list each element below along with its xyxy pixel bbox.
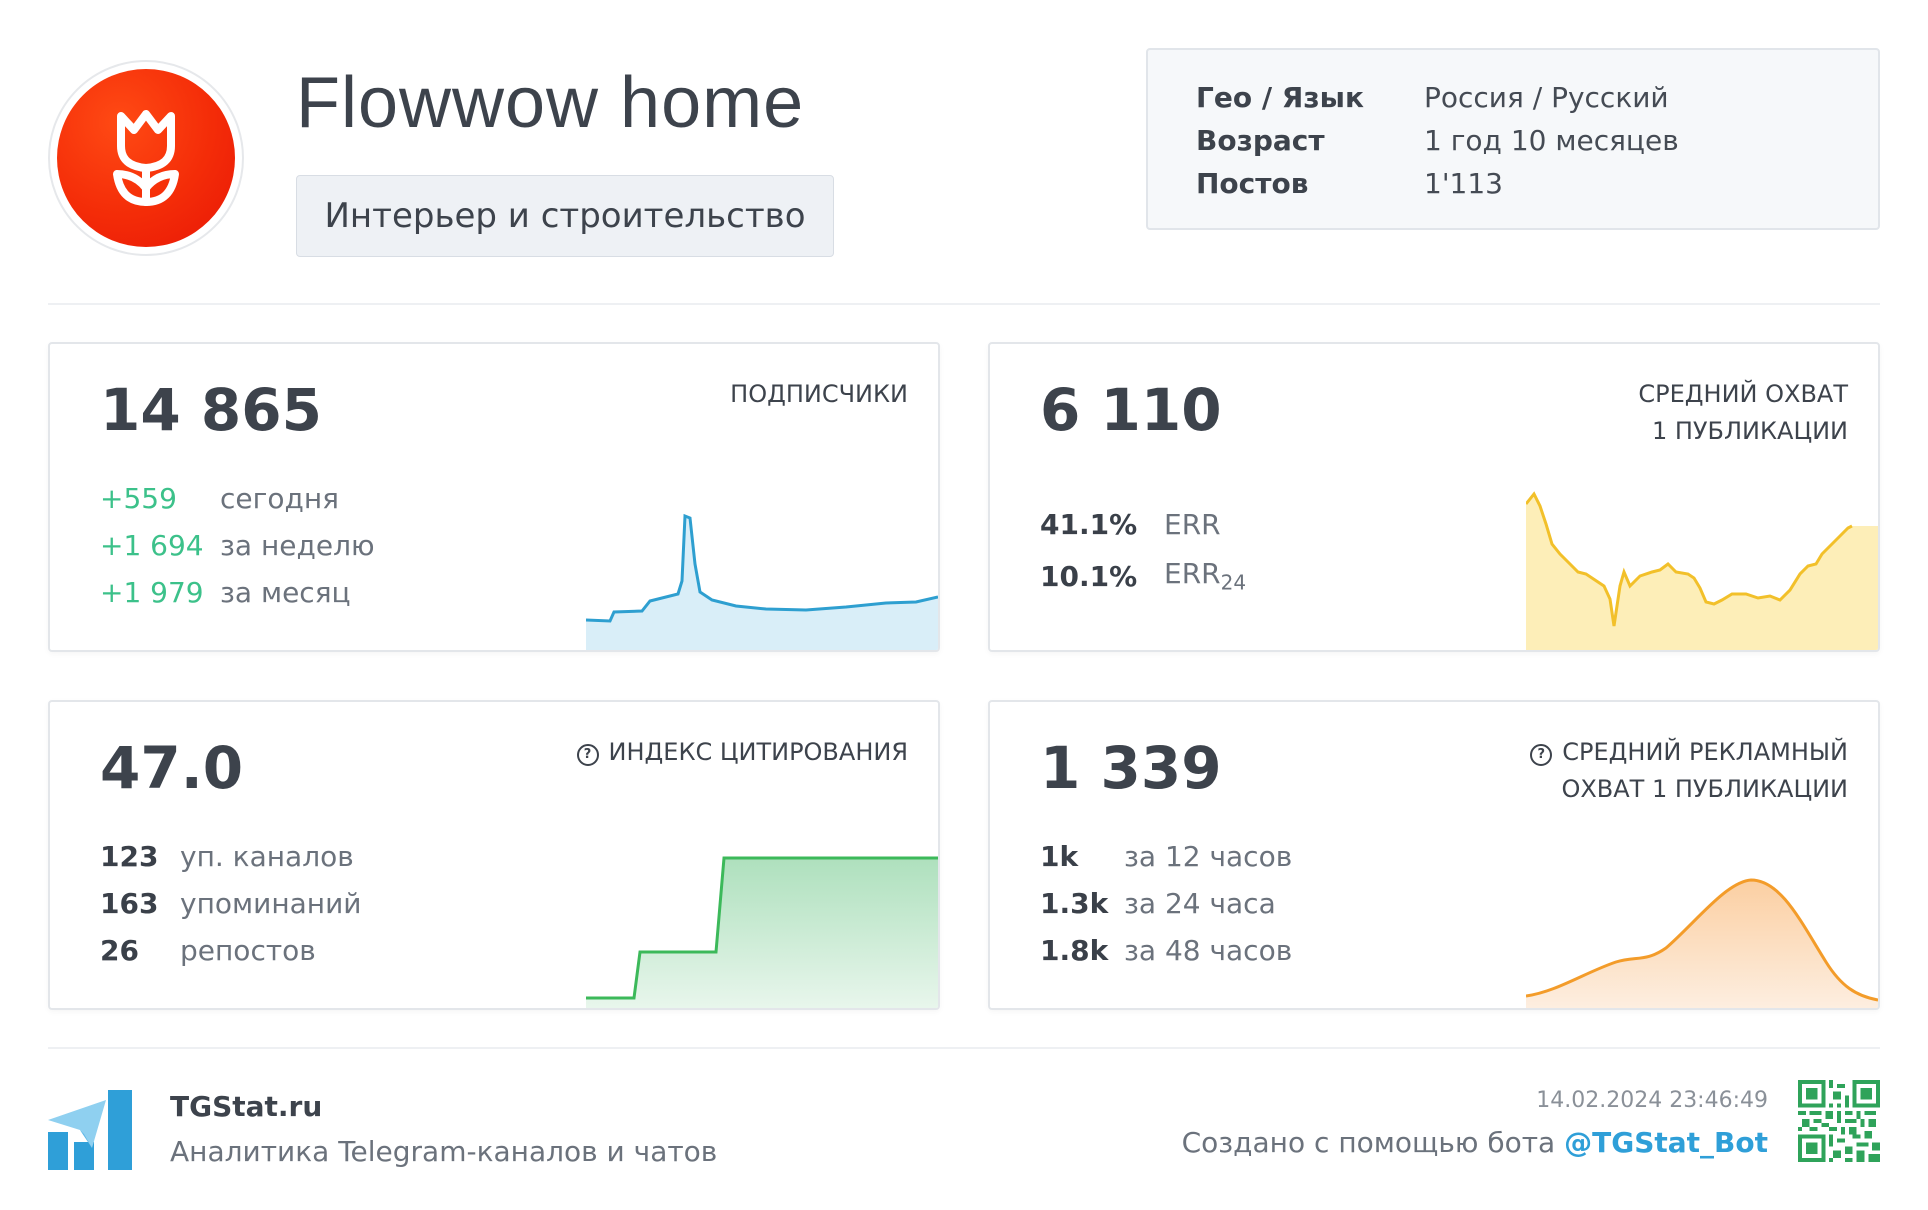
footer-divider	[48, 1047, 1880, 1049]
ad-reach-label: ? СРЕДНИЙ РЕКЛАМНЫЙ ОХВАТ 1 ПУБЛИКАЦИИ	[1530, 734, 1848, 808]
created-by-text: Создано с помощью бота @TGStat_Bot	[1182, 1126, 1768, 1159]
subscribers-count: 14 865	[100, 376, 322, 444]
stat-description: ERR	[1164, 507, 1221, 541]
stat-number: 1k	[1040, 840, 1079, 873]
subscribers-label: ПОДПИСЧИКИ	[730, 380, 908, 408]
category-badge[interactable]: Интерьер и строительство	[296, 175, 834, 257]
header-divider	[48, 303, 1880, 305]
ad-reach-chart	[1526, 878, 1878, 1008]
channel-title: Flowwow home	[296, 63, 805, 143]
stat-row: 10.1% ERR24	[1040, 550, 1246, 602]
citation-index-label: ? ИНДЕКС ЦИТИРОВАНИЯ	[576, 734, 908, 771]
info-row-posts: Постов 1'113	[1196, 162, 1878, 205]
ad-reach-label-text: СРЕДНИЙ РЕКЛАМНЫЙ	[1562, 738, 1848, 766]
subscribers-card[interactable]: 14 865 ПОДПИСЧИКИ +559 сегодня +1 694 за…	[48, 342, 940, 652]
bot-link[interactable]: @TGStat_Bot	[1564, 1126, 1768, 1159]
avg-reach-value: 6 110	[1040, 376, 1222, 444]
info-row-geo: Гео / Язык Россия / Русский	[1196, 76, 1878, 119]
ad-reach-label-line1: ? СРЕДНИЙ РЕКЛАМНЫЙ	[1530, 734, 1848, 771]
stat-row: +559 сегодня	[100, 475, 375, 522]
stat-number: +1 694	[100, 529, 204, 562]
avg-reach-label-line1: СРЕДНИЙ ОХВАТ	[1638, 380, 1848, 408]
stat-description: за месяц	[220, 576, 351, 609]
avg-reach-stats: 41.1% ERR 10.1% ERR24	[1040, 498, 1246, 602]
created-by-prefix: Создано с помощью бота	[1181, 1126, 1556, 1159]
tulip-icon	[57, 69, 235, 247]
stat-row: 1.8k за 48 часов	[1040, 927, 1292, 974]
stat-row: +1 694 за неделю	[100, 522, 375, 569]
stat-description: за 12 часов	[1124, 840, 1293, 873]
stat-row: 1.3k за 24 часа	[1040, 880, 1292, 927]
stat-number: 123	[100, 840, 159, 873]
citation-index-card[interactable]: 47.0 ? ИНДЕКС ЦИТИРОВАНИЯ 123 уп. каналов…	[48, 700, 940, 1010]
citation-index-chart	[586, 856, 938, 1008]
info-value: 1'113	[1424, 167, 1503, 200]
stat-number: 10.1%	[1040, 559, 1138, 593]
stat-description: ERR24	[1164, 557, 1246, 595]
stat-description: за 24 часа	[1124, 887, 1276, 920]
subscribers-sparkline	[586, 513, 938, 650]
report-timestamp: 14.02.2024 23:46:49	[1536, 1088, 1768, 1113]
info-value: Россия / Русский	[1424, 81, 1669, 114]
ad-reach-card[interactable]: 1 339 ? СРЕДНИЙ РЕКЛАМНЫЙ ОХВАТ 1 ПУБЛИКА…	[988, 700, 1880, 1010]
avg-reach-label-line2: 1 ПУБЛИКАЦИИ	[1651, 417, 1848, 445]
citation-stats: 123 уп. каналов 163 упоминаний 26 репост…	[100, 833, 362, 974]
stat-description: сегодня	[220, 482, 339, 515]
subscribers-stats: +559 сегодня +1 694 за неделю +1 979 за …	[100, 475, 375, 616]
stat-row: +1 979 за месяц	[100, 569, 375, 616]
brand-name[interactable]: TGStat.ru	[170, 1090, 323, 1123]
stat-description: упоминаний	[180, 887, 362, 920]
stat-row: 1k за 12 часов	[1040, 833, 1292, 880]
ad-reach-label-line2: ОХВАТ 1 ПУБЛИКАЦИИ	[1561, 775, 1848, 803]
stat-description: уп. каналов	[180, 840, 354, 873]
brand-tagline: Аналитика Telegram-каналов и чатов	[170, 1135, 718, 1168]
stat-number: 1.3k	[1040, 887, 1109, 920]
avg-reach-label: СРЕДНИЙ ОХВАТ 1 ПУБЛИКАЦИИ	[1638, 376, 1848, 450]
avg-reach-card[interactable]: 6 110 СРЕДНИЙ ОХВАТ 1 ПУБЛИКАЦИИ 41.1% E…	[988, 342, 1880, 652]
info-key: Постов	[1196, 167, 1309, 200]
stat-row: 41.1% ERR	[1040, 498, 1246, 550]
ad-reach-stats: 1k за 12 часов 1.3k за 24 часа 1.8k за 4…	[1040, 833, 1292, 974]
stat-row: 123 уп. каналов	[100, 833, 362, 880]
ad-reach-value: 1 339	[1040, 734, 1222, 802]
stat-number: 26	[100, 934, 139, 967]
stat-description: репостов	[180, 934, 316, 967]
info-row-age: Возраст 1 год 10 месяцев	[1196, 119, 1878, 162]
avg-reach-sparkline	[1526, 491, 1878, 650]
err-label: ERR	[1164, 557, 1221, 591]
help-icon[interactable]: ?	[576, 744, 599, 766]
stat-number: 41.1%	[1040, 507, 1138, 541]
qr-code-icon[interactable]	[1798, 1080, 1880, 1162]
citation-index-value: 47.0	[100, 734, 244, 802]
stat-description: за неделю	[220, 529, 375, 562]
info-key: Возраст	[1196, 124, 1325, 157]
stat-number: +1 979	[100, 576, 204, 609]
info-value: 1 год 10 месяцев	[1424, 124, 1679, 157]
tgstat-logo-icon	[48, 1090, 132, 1170]
help-icon[interactable]: ?	[1530, 744, 1553, 766]
stat-description: за 48 часов	[1124, 934, 1293, 967]
info-key: Гео / Язык	[1196, 81, 1364, 114]
citation-index-label-text: ИНДЕКС ЦИТИРОВАНИЯ	[608, 738, 908, 766]
channel-avatar	[48, 60, 244, 256]
stat-row: 163 упоминаний	[100, 880, 362, 927]
stat-number: +559	[100, 482, 177, 515]
stat-number: 1.8k	[1040, 934, 1109, 967]
stat-row: 26 репостов	[100, 927, 362, 974]
channel-info-box: Гео / Язык Россия / Русский Возраст 1 го…	[1146, 48, 1880, 230]
stat-number: 163	[100, 887, 159, 920]
err-subscript: 24	[1220, 570, 1247, 595]
